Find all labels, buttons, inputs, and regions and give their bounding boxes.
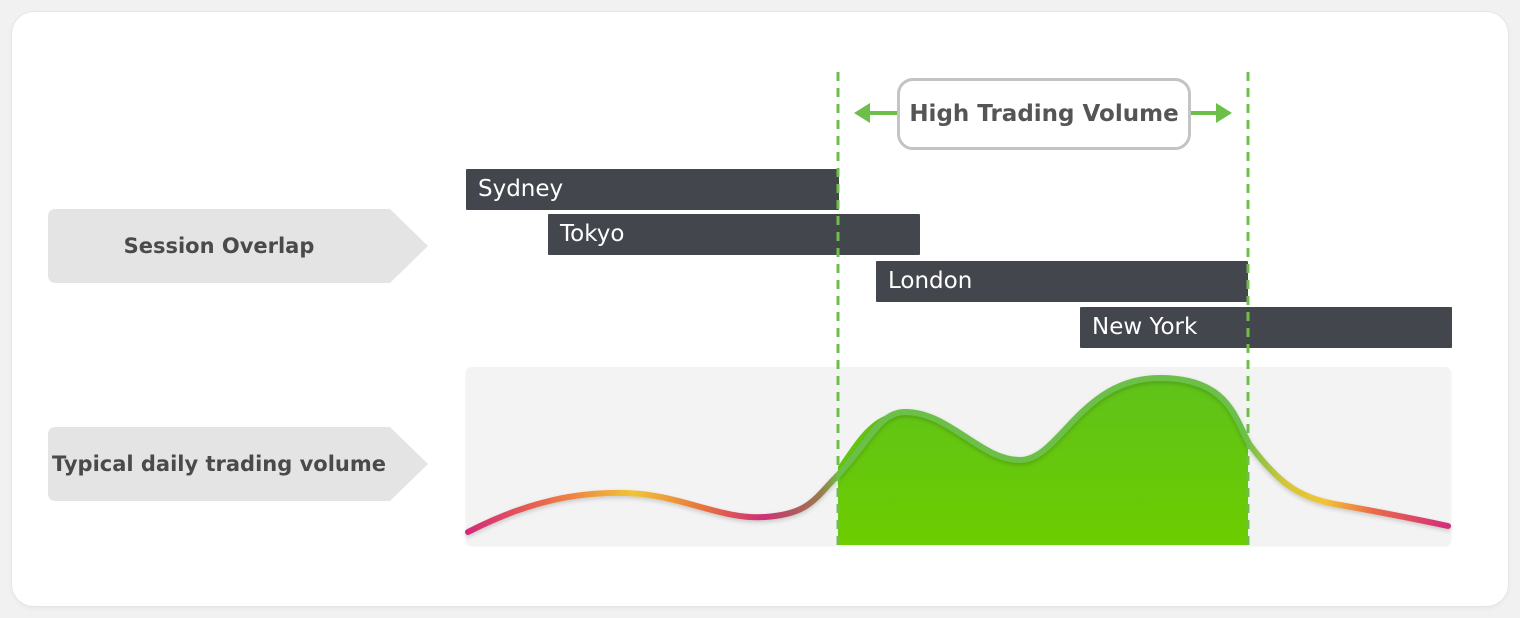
volume-curve xyxy=(465,374,1451,535)
high-volume-callout: High Trading Volume xyxy=(897,78,1191,150)
session-bar-new-york: New York xyxy=(1080,307,1452,348)
tag-arrow-shape xyxy=(48,209,428,283)
session-overlap-label: Session Overlap xyxy=(123,234,315,258)
high-volume-callout-text: High Trading Volume xyxy=(909,101,1179,127)
high-volume-area xyxy=(838,378,1248,545)
session-bar-sydney: Sydney xyxy=(466,169,839,210)
tag-arrow-shape xyxy=(48,427,428,501)
daily-volume-label: Typical daily trading volume xyxy=(52,452,386,476)
daily-volume-tag: Typical daily trading volume xyxy=(48,427,428,501)
arrow-left-icon xyxy=(854,103,897,123)
session-bar-london: London xyxy=(876,261,1248,302)
session-overlap-tag: Session Overlap xyxy=(48,209,428,283)
session-bar-tokyo: Tokyo xyxy=(548,214,920,255)
arrow-right-icon xyxy=(1191,103,1232,123)
